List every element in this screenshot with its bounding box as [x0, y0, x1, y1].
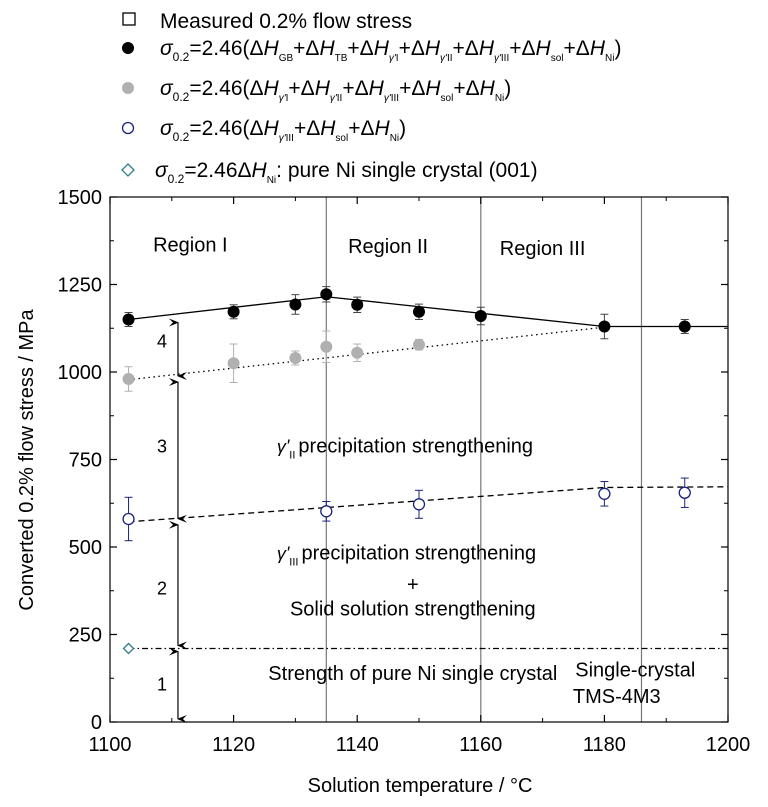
x-tick-label: 1140	[336, 734, 379, 756]
strength-contribution-arrows: 4 3 2 1	[157, 318, 187, 723]
y-tick-label: 500	[69, 537, 102, 559]
contribution-label: 1	[157, 675, 167, 695]
annotation-subscript: II	[289, 450, 295, 462]
legend: Measured 0.2% flow stress σ0.2=2.46(ΔHGB…	[121, 10, 621, 186]
x-axis-label: Solution temperature / °C	[308, 775, 533, 797]
legend-label-gamma-iii-model: σ0.2=2.46(ΔHγ'III+ΔHsol+ΔHNi)	[160, 117, 406, 144]
data-point	[351, 346, 364, 359]
y-tick-label: 750	[69, 450, 102, 472]
annotation-main: precipitation strengthening	[298, 436, 533, 458]
x-tick-label: 1180	[583, 734, 626, 756]
annotation-prefix: γ'	[277, 437, 290, 457]
annotation-prefix: γ'	[277, 543, 290, 563]
data-point	[289, 352, 302, 364]
y-tick-label: 0	[91, 712, 102, 734]
data-point	[320, 340, 333, 353]
data-points	[122, 288, 691, 655]
x-tick-label: 1160	[459, 734, 502, 756]
region-label: Region II	[348, 236, 428, 258]
data-point	[122, 313, 135, 326]
trend-line-dotted	[128, 326, 605, 381]
data-point	[598, 320, 611, 333]
region-boundaries	[325, 197, 643, 722]
region-label: Region III	[500, 238, 586, 260]
contribution-label: 3	[157, 437, 167, 457]
x-tick-label: 1100	[88, 734, 131, 756]
data-point	[351, 298, 364, 311]
y-axis-label: Converted 0.2% flow stress / MPa	[16, 309, 38, 611]
annotation-subscript: III	[289, 556, 298, 568]
trend-line-solid	[128, 296, 728, 328]
contribution-label: 2	[157, 578, 167, 598]
data-point	[122, 642, 135, 655]
annotation-text: Single-crystal	[575, 660, 695, 682]
data-point	[474, 310, 487, 322]
data-point	[413, 338, 425, 351]
annotation-main: precipitation strengthening	[301, 542, 536, 564]
y-tick-label: 1500	[58, 187, 103, 209]
contribution-label: 4	[157, 332, 167, 352]
legend-marker-open-circle-navy	[121, 121, 135, 135]
legend-label-measured: Measured 0.2% flow stress	[160, 10, 412, 33]
annotation-text: +	[407, 574, 419, 596]
data-point	[320, 505, 333, 518]
y-tick-label: 1000	[58, 362, 103, 384]
region-label: Region I	[153, 234, 228, 256]
annotation-text: γ'II precipitation strengthening	[277, 436, 533, 462]
data-point	[320, 288, 333, 301]
x-axis-ticks: 1100 1120 1140 1160 1180 1200	[88, 197, 750, 756]
y-tick-label: 1250	[58, 275, 103, 297]
legend-label-pure-ni: σ0.2=2.46ΔHNi: pure Ni single crystal (0…	[155, 159, 538, 186]
annotation-text: Strength of pure Ni single crystal	[268, 663, 557, 685]
y-tick-label: 250	[69, 625, 102, 647]
plot-frame	[109, 196, 729, 723]
legend-marker-filled-circle-black	[122, 42, 134, 54]
trend-lines	[128, 296, 729, 650]
data-point	[289, 298, 302, 311]
data-point	[678, 320, 691, 333]
data-point	[678, 486, 691, 499]
legend-marker-open-diamond-teal	[121, 163, 135, 177]
data-point	[412, 498, 426, 511]
data-point	[227, 305, 240, 318]
legend-label-full-model: σ0.2=2.46(ΔHGB+ΔHTB+ΔHγ'I+ΔHγ'II+ΔHγ'III…	[160, 37, 621, 64]
y-axis-ticks: 0 250 500 750 1000 1250 1500	[58, 187, 728, 734]
trend-line-dashed	[128, 486, 729, 523]
x-tick-label: 1120	[212, 734, 255, 756]
legend-label-grain-free-model: σ0.2=2.46(ΔHγ'I+ΔHγ'II+ΔHγ'III+ΔHsol+ΔHN…	[160, 77, 511, 104]
data-point	[122, 373, 135, 385]
data-point	[598, 487, 611, 500]
annotation-text: γ'III precipitation strengthening	[277, 542, 536, 568]
legend-marker-open-square	[122, 12, 136, 26]
legend-marker-filled-circle-grey	[122, 82, 134, 94]
data-point	[413, 305, 425, 318]
annotation-text: TMS-4M3	[573, 686, 661, 708]
x-tick-label: 1200	[706, 734, 751, 756]
data-point	[227, 357, 240, 370]
data-point	[122, 512, 135, 526]
annotation-text: Solid solution strengthening	[290, 598, 536, 620]
